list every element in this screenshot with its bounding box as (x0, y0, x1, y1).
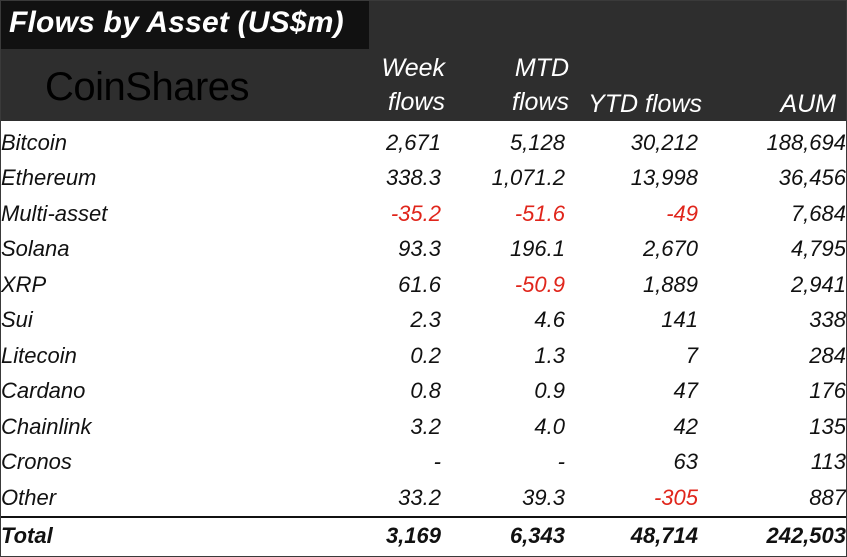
week-cell: 93.3 (398, 236, 441, 262)
asset-name-cell: Sui (1, 307, 33, 333)
ytd-cell: 1,889 (642, 271, 698, 297)
aum-cell: 887 (809, 484, 846, 510)
aum-cell: 188,694 (766, 129, 846, 155)
asset-name-cell: Multi-asset (1, 200, 108, 226)
week-cell: - (433, 449, 441, 475)
table-row: Cronos - - 63 113 (1, 445, 846, 481)
asset-name-cell: Bitcoin (1, 129, 68, 155)
table-row: Cardano 0.8 0.9 47 176 (1, 374, 846, 410)
asset-name-cell: Ethereum (1, 165, 97, 191)
flows-data-table: Bitcoin 2,671 5,128 30,212 188,694 Ethereum 33… (1, 125, 846, 554)
column-header-week-flows: Week flows (381, 54, 445, 116)
aum-cell: 7,684 (790, 200, 846, 226)
ytd-cell: 48,714 (565, 515, 698, 554)
asset-name-cell: Total (1, 515, 331, 554)
table-row: Multi-asset -35.2 -51.6 -49 7,684 (1, 196, 846, 232)
week-cell: 0.8 (410, 378, 441, 404)
ytd-cell: 30,212 (630, 129, 698, 155)
mtd-cell: 1,071.2 (491, 165, 565, 191)
table-row: Solana 93.3 196.1 2,670 4,795 (1, 232, 846, 268)
week-cell: 0.2 (410, 342, 441, 368)
ytd-cell: -49 (666, 200, 698, 226)
table-row: Chainlink 3.2 4.0 42 135 (1, 409, 846, 445)
ytd-cell: 7 (685, 342, 698, 368)
table-body: Bitcoin 2,671 5,128 30,212 188,694 Ethereum 33… (1, 125, 846, 554)
asset-name-cell: XRP (1, 271, 47, 297)
table-header: Flows by Asset (US$m) CoinShares Week fl… (1, 1, 846, 121)
week-cell: -35.2 (390, 200, 441, 226)
table-row: XRP 61.6 -50.9 1,889 2,941 (1, 267, 846, 303)
asset-name-cell: Solana (1, 236, 70, 262)
week-cell: 61.6 (398, 271, 441, 297)
aum-cell: 284 (809, 342, 846, 368)
week-cell: 33.2 (398, 484, 441, 510)
aum-cell: 338 (809, 307, 846, 333)
mtd-cell: - (557, 449, 565, 475)
aum-cell: 113 (810, 449, 846, 475)
table-row: Other 33.2 39.3 -305 887 (1, 480, 846, 517)
ytd-cell: 2,670 (642, 236, 698, 262)
aum-cell: 2,941 (790, 271, 846, 297)
aum-cell: 4,795 (790, 236, 846, 262)
asset-name-cell: Chainlink (1, 413, 92, 439)
asset-name-cell: Other (1, 484, 57, 510)
asset-name-cell: Cardano (1, 378, 86, 404)
mtd-cell: 196.1 (509, 236, 565, 262)
total-row: Total 3,169 6,343 48,714 242,503 (1, 515, 846, 554)
asset-name-cell: Litecoin (1, 342, 77, 368)
week-cell: 338.3 (385, 165, 441, 191)
week-cell: 3,169 (331, 515, 441, 554)
mtd-cell: 6,343 (441, 515, 565, 554)
week-cell: 2,671 (385, 129, 441, 155)
column-header-ytd-flows: YTD flows (588, 90, 702, 118)
table-title: Flows by Asset (US$m) (9, 6, 344, 39)
table-row: Bitcoin 2,671 5,128 30,212 188,694 (1, 125, 846, 161)
asset-name-cell: Cronos (1, 449, 72, 475)
mtd-cell: -50.9 (514, 271, 565, 297)
column-header-aum: AUM (780, 90, 836, 118)
column-header-mtd-flows: MTD flows (512, 54, 569, 116)
title-bar: Flows by Asset (US$m) (1, 1, 369, 49)
table-row: Sui 2.3 4.6 141 338 (1, 303, 846, 339)
aum-cell: 36,456 (778, 165, 846, 191)
table-row: Ethereum 338.3 1,071.2 13,998 36,456 (1, 161, 846, 197)
coinshares-logo: CoinShares (45, 65, 250, 109)
mtd-cell: 1.3 (534, 342, 565, 368)
aum-cell: 135 (809, 413, 846, 439)
mtd-cell: 4.0 (534, 413, 565, 439)
aum-cell: 242,503 (698, 515, 846, 554)
week-cell: 2.3 (410, 307, 441, 333)
mtd-cell: 0.9 (534, 378, 565, 404)
ytd-cell: 13,998 (630, 165, 698, 191)
ytd-cell: 47 (673, 378, 698, 404)
ytd-cell: 141 (661, 307, 698, 333)
mtd-cell: 5,128 (509, 129, 565, 155)
table-row: Litecoin 0.2 1.3 7 284 (1, 338, 846, 374)
ytd-cell: 63 (673, 449, 698, 475)
ytd-cell: -305 (653, 484, 698, 510)
mtd-cell: -51.6 (514, 200, 565, 226)
week-cell: 3.2 (410, 413, 441, 439)
ytd-cell: 42 (673, 413, 698, 439)
mtd-cell: 39.3 (522, 484, 565, 510)
mtd-cell: 4.6 (534, 307, 565, 333)
aum-cell: 176 (809, 378, 846, 404)
